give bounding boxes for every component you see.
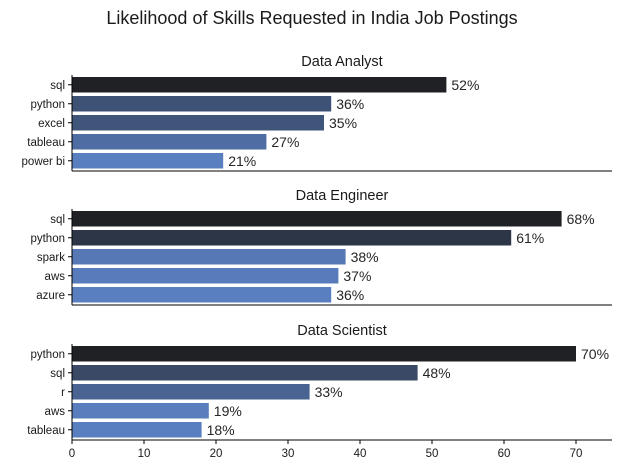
bar <box>72 249 346 265</box>
data-label: 18% <box>207 422 235 438</box>
bar <box>72 153 224 169</box>
category-label: sql <box>50 214 65 226</box>
data-label: 70% <box>581 346 609 362</box>
data-label: 36% <box>336 287 364 303</box>
bar <box>72 365 418 381</box>
category-label: sql <box>50 80 65 92</box>
chart-title: Likelihood of Skills Requested in India … <box>106 8 517 28</box>
panel-1: Data Engineer sql 68% python 61% spark 38% aws 3… <box>30 188 612 306</box>
category-label: python <box>30 233 65 245</box>
data-label: 21% <box>228 153 256 169</box>
category-label: aws <box>45 271 66 283</box>
data-label: 33% <box>315 384 343 400</box>
data-label: 38% <box>351 249 379 265</box>
category-label: excel <box>38 118 65 130</box>
bar <box>72 403 209 419</box>
bar <box>72 211 562 227</box>
bar <box>72 96 332 112</box>
bar <box>72 268 339 284</box>
x-tick-label: 50 <box>426 448 439 460</box>
data-label: 19% <box>214 403 242 419</box>
x-tick-label: 60 <box>498 448 511 460</box>
x-tick-label: 10 <box>138 448 151 460</box>
bar <box>72 422 202 438</box>
x-tick-label: 20 <box>210 448 223 460</box>
x-axis: 0 10 20 30 40 50 60 70 <box>69 440 583 460</box>
bar <box>72 287 332 303</box>
panels: Data Analyst sql 52% python 36% excel 35% table… <box>22 54 612 441</box>
panel-0: Data Analyst sql 52% python 36% excel 35% table… <box>22 54 612 172</box>
category-label: spark <box>37 252 65 264</box>
data-label: 36% <box>336 96 364 112</box>
x-tick-label: 40 <box>354 448 367 460</box>
category-label: power bi <box>22 156 65 168</box>
x-tick-label: 0 <box>69 448 75 460</box>
bar <box>72 115 324 131</box>
bar <box>72 384 310 400</box>
category-label: tableau <box>27 137 65 149</box>
panel-title: Data Analyst <box>301 54 382 70</box>
panel-2: Data Scientist python 70% sql 48% r 33% aws 19% t… <box>27 323 612 441</box>
data-label: 68% <box>567 211 595 227</box>
panel-title: Data Scientist <box>297 323 386 339</box>
data-label: 52% <box>451 77 479 93</box>
data-label: 27% <box>271 134 299 150</box>
category-label: r <box>61 387 65 399</box>
x-tick-label: 30 <box>282 448 295 460</box>
data-label: 61% <box>516 230 544 246</box>
data-label: 37% <box>343 268 371 284</box>
category-label: python <box>30 349 65 361</box>
category-label: azure <box>36 290 65 302</box>
bar <box>72 77 447 93</box>
bar <box>72 230 512 246</box>
category-label: python <box>30 99 65 111</box>
bar <box>72 346 576 362</box>
category-label: aws <box>45 406 66 418</box>
data-label: 48% <box>423 365 451 381</box>
data-label: 35% <box>329 115 357 131</box>
bar <box>72 134 267 150</box>
x-tick-label: 70 <box>570 448 583 460</box>
panel-title: Data Engineer <box>296 188 389 204</box>
category-label: sql <box>50 368 65 380</box>
category-label: tableau <box>27 425 65 437</box>
